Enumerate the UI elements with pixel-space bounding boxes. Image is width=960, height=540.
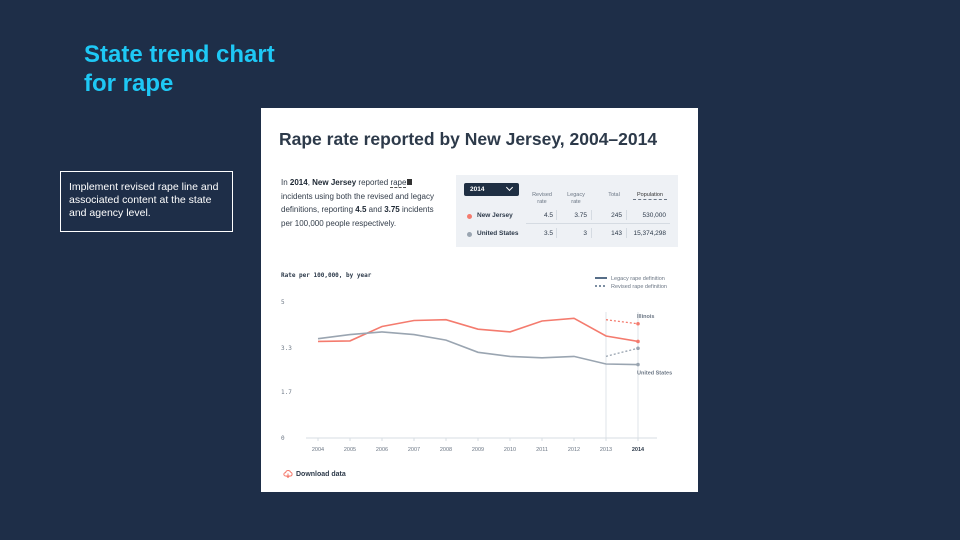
x-tick-label: 2004	[312, 447, 324, 453]
summary-state: New Jersey	[312, 178, 357, 187]
x-tick-label: 2010	[504, 447, 516, 453]
year-select-value: 2014	[470, 186, 485, 193]
cell-revised: 3.5	[543, 230, 553, 237]
summary-fragment: and	[366, 205, 385, 214]
x-tick-label: 2014	[632, 447, 645, 453]
x-tick-label: 2013	[600, 447, 612, 453]
divider	[626, 228, 627, 238]
state-trend-card: Rape rate reported by New Jersey, 2004–2…	[261, 108, 698, 492]
series-line-illinois-legacy	[317, 317, 639, 343]
header-legacy-rate: Legacy rate	[567, 192, 585, 205]
x-tick-label: 2006	[376, 447, 388, 453]
x-tick-label: 2007	[408, 447, 420, 453]
series-line-illinois-revised	[605, 319, 639, 325]
y-tick-label: 1.7	[281, 389, 292, 396]
x-tick-label: 2005	[344, 447, 356, 453]
x-tick-label: 2009	[472, 447, 484, 453]
y-tick-label: 3.3	[281, 345, 292, 352]
slide-title-line2: for rape	[84, 70, 174, 97]
summary-legacy-value: 3.75	[384, 205, 400, 214]
cell-population: 15,374,298	[633, 230, 666, 237]
chart-card-title: Rape rate reported by New Jersey, 2004–2…	[279, 129, 658, 149]
download-data-label: Download data	[296, 470, 346, 478]
series-end-label: Illinois	[637, 314, 654, 320]
x-tick-label: 2008	[440, 447, 452, 453]
series-line-united-states-legacy	[317, 331, 639, 366]
summary-fragment: reported	[356, 178, 391, 187]
comparison-table: 2014 Revised rate Legacy rate Total Popu…	[456, 175, 678, 247]
series-endpoint-illinois-revised	[636, 321, 640, 326]
year-select[interactable]: 2014	[464, 183, 519, 196]
summary-fragment: In	[281, 178, 290, 187]
series-endpoint-illinois-legacy	[636, 339, 640, 344]
cell-total: 143	[611, 230, 622, 237]
legend-legacy-label: Legacy rape definition	[611, 276, 665, 282]
header-revised-rate: Revised rate	[532, 192, 552, 205]
y-tick-label: 0	[281, 435, 285, 442]
divider	[556, 228, 557, 238]
cell-legacy: 3.75	[574, 212, 587, 219]
cell-total: 245	[611, 212, 622, 219]
summary-fragment: incidents per 100,000 people respectivel…	[281, 205, 434, 228]
header-population[interactable]: Population	[633, 192, 667, 200]
cell-legacy: 3	[583, 230, 587, 237]
series-endpoint-united-states-legacy	[636, 362, 640, 367]
divider	[626, 210, 627, 220]
cell-population: 530,000	[642, 212, 667, 219]
summary-fragment: incidents using both the revised and leg…	[281, 191, 434, 215]
info-icon[interactable]	[407, 179, 413, 185]
summary-year: 2014	[289, 178, 308, 187]
divider	[526, 223, 670, 224]
y-tick-label: 5	[281, 299, 285, 306]
summary-revised-value: 4.5	[355, 205, 367, 214]
download-data-link[interactable]: Download data	[283, 470, 346, 478]
row-name-united-states: United States	[477, 230, 519, 237]
cloud-download-icon	[283, 470, 293, 478]
divider	[556, 210, 557, 220]
x-tick-label: 2012	[568, 447, 580, 453]
divider	[591, 228, 592, 238]
legend-revised-label: Revised rape definition	[611, 284, 667, 290]
series-end-label: United States	[637, 371, 672, 377]
x-tick-label: 2011	[536, 447, 548, 453]
chart-axis-title: Rate per 100,000, by year	[281, 272, 372, 279]
united-states-dot	[467, 232, 472, 237]
cell-revised: 4.5	[543, 212, 553, 219]
trend-line-chart: Rate per 100,000, by year 5 3.3 1.7 0 2004 200…	[281, 272, 672, 453]
rape-definition-link[interactable]: rape	[390, 178, 407, 188]
annotation-note: Implement revised rape line and associat…	[60, 171, 233, 232]
summary-fragment: ,	[307, 178, 313, 187]
slide-title: State trend chart for rape	[84, 40, 275, 98]
series-line-united-states-revised	[605, 347, 639, 358]
divider	[591, 210, 592, 220]
new-jersey-dot	[467, 214, 472, 219]
slide-title-line1: State trend chart	[84, 41, 275, 68]
row-name-new-jersey: New Jersey	[477, 212, 513, 219]
header-total: Total	[608, 192, 620, 198]
summary-text: In 2014, New Jersey reported rape incide…	[281, 176, 441, 230]
series-endpoint-united-states-revised	[636, 346, 640, 351]
